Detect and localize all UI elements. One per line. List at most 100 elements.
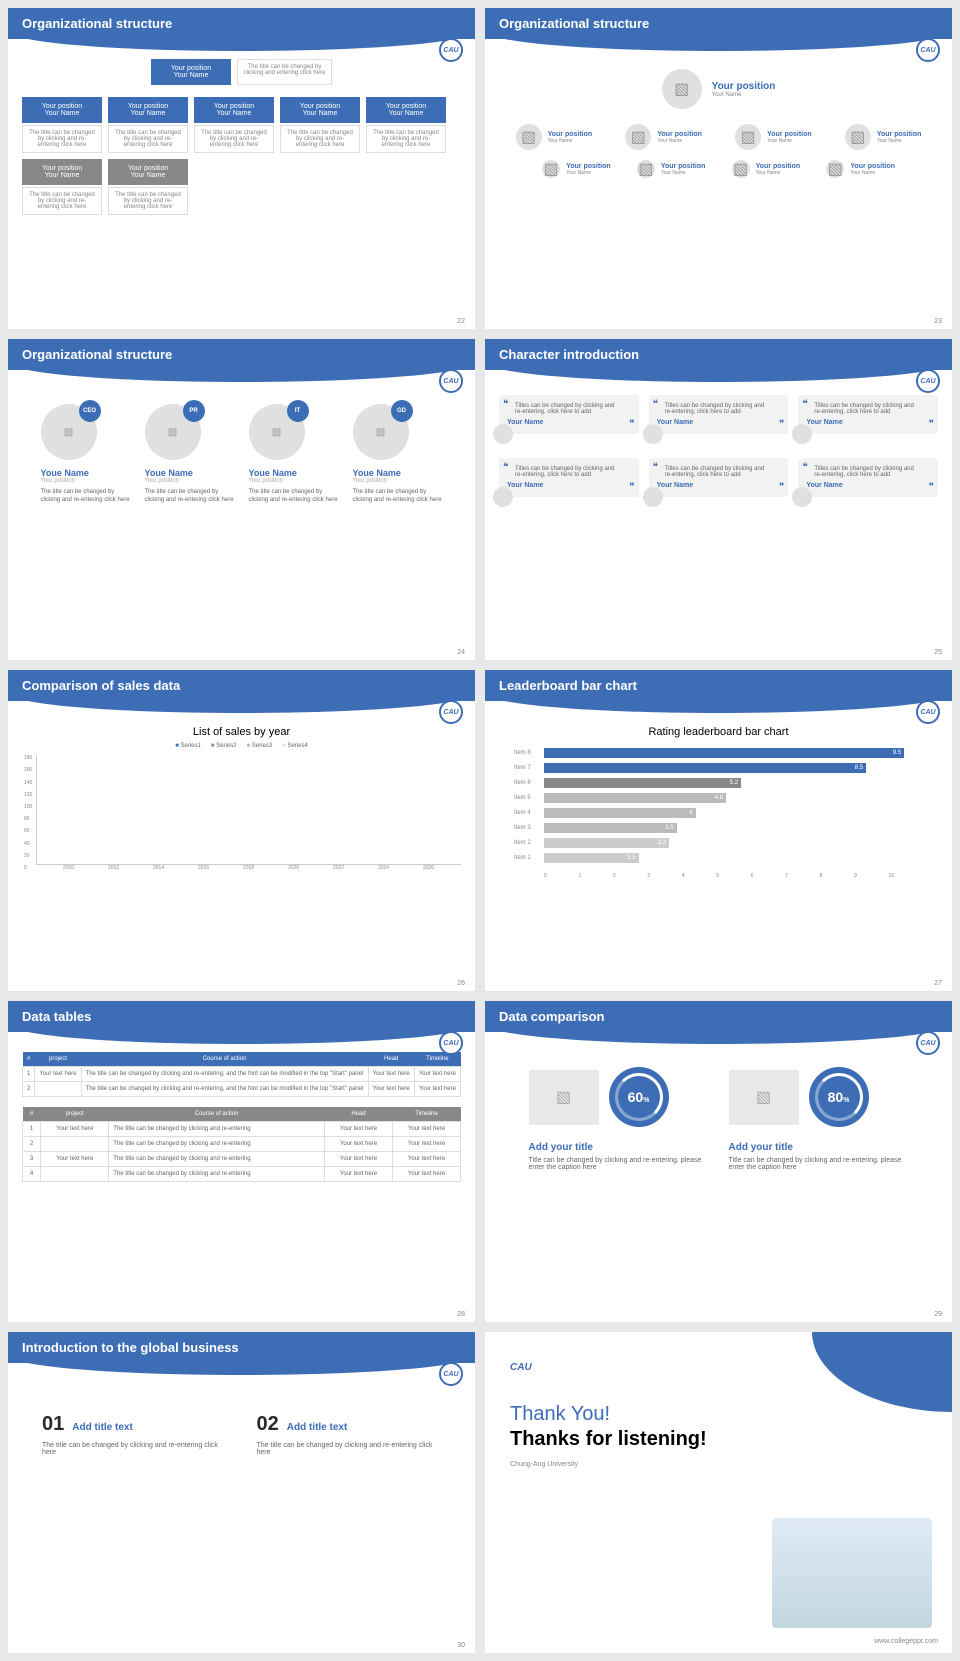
role-badge: IT: [287, 400, 309, 422]
image-placeholder-icon: ▧: [529, 1070, 599, 1125]
hbar-row: Item 65.2: [514, 778, 923, 788]
org-cell: Your positionYour NameThe title can be c…: [280, 97, 360, 153]
org-node: ▧Your positionYour Name: [516, 124, 593, 150]
avatar-icon: [493, 487, 513, 507]
page-number: 29: [934, 1311, 942, 1318]
data-table-2: #projectCourse of actionHeadTimeline1You…: [22, 1107, 461, 1182]
org-top-box: Your positionYour Name: [151, 59, 231, 85]
slide-title: Organizational structure: [485, 8, 952, 39]
slide-24: Organizational structure CAU ▧CEOYoue Na…: [8, 339, 475, 660]
chart-title: Rating leaderboard bar chart: [499, 726, 938, 738]
page-number: 25: [934, 649, 942, 656]
logo-badge: CAU: [916, 369, 940, 393]
image-placeholder-icon: ▧: [845, 124, 871, 150]
page-number: 27: [934, 980, 942, 987]
image-placeholder-icon: ▧: [542, 160, 560, 178]
logo-text: CAU: [510, 1362, 927, 1373]
logo-badge: CAU: [439, 38, 463, 62]
role-badge: PR: [183, 400, 205, 422]
comparison-card: ▧80%Add your titleTitle can be changed b…: [729, 1067, 909, 1171]
org-node: ▧Your positionYour Name: [732, 160, 801, 178]
image-placeholder-icon: ▧: [662, 69, 702, 109]
org-cell: Your positionYour NameThe title can be c…: [366, 97, 446, 153]
avatar-icon: [643, 487, 663, 507]
hbar-row: Item 44: [514, 808, 923, 818]
page-number: 26: [457, 980, 465, 987]
org-node: ▧Your positionYour Name: [625, 124, 702, 150]
chart-title: List of sales by year: [22, 726, 461, 738]
role-card: ▧PRYoue NameYour positionThe title can b…: [145, 400, 235, 505]
slide-title: Organizational structure: [8, 8, 475, 39]
org-cell: Your positionYour NameThe title can be c…: [22, 97, 102, 153]
donut-chart: 80%: [809, 1067, 869, 1127]
hbar-row: Item 12.5: [514, 853, 923, 863]
quote-card: Titles can be changed by clicking and re…: [798, 395, 938, 434]
thankyou-sub: Chung-Ang University: [510, 1461, 927, 1468]
quote-card: Titles can be changed by clicking and re…: [649, 458, 789, 497]
slide-title: Character introduction: [485, 339, 952, 370]
image-placeholder-icon: ▧: [735, 124, 761, 150]
background-image: [772, 1518, 932, 1628]
slide-25: Character introduction CAU Titles can be…: [485, 339, 952, 660]
quote-card: Titles can be changed by clicking and re…: [649, 395, 789, 434]
slide-27: Leaderboard bar chart CAU Rating leaderb…: [485, 670, 952, 991]
role-card: ▧ITYoue NameYour positionThe title can b…: [249, 400, 339, 505]
image-placeholder-icon: ▧: [729, 1070, 799, 1125]
org-cell: Your positionYour NameThe title can be c…: [22, 159, 102, 215]
logo-badge: CAU: [439, 369, 463, 393]
slide-title: Leaderboard bar chart: [485, 670, 952, 701]
org-cell: Your positionYour NameThe title can be c…: [108, 159, 188, 215]
logo-badge: CAU: [439, 1031, 463, 1055]
org-node: ▧Your positionYour Name: [637, 160, 706, 178]
quote-card: Titles can be changed by clicking and re…: [499, 395, 639, 434]
intro-item: 02Add title textThe title can be changed…: [257, 1413, 442, 1456]
slide-title: Introduction to the global business: [8, 1332, 475, 1363]
role-badge: GD: [391, 400, 413, 422]
donut-chart: 60%: [609, 1067, 669, 1127]
image-placeholder-icon: ▧: [516, 124, 542, 150]
org-cell: Your positionYour NameThe title can be c…: [108, 97, 188, 153]
slide-29: Data comparison CAU ▧60%Add your titleTi…: [485, 1001, 952, 1322]
avatar-icon: [792, 424, 812, 444]
logo-badge: CAU: [916, 38, 940, 62]
org-node: ▧Your positionYour Name: [735, 124, 812, 150]
org-node: ▧Your positionYour Name: [542, 160, 611, 178]
org-top-desc: The title can be changed by clicking and…: [237, 59, 332, 85]
slide-22: Organizational structure CAU Your positi…: [8, 8, 475, 329]
page-number: 30: [457, 1642, 465, 1649]
footer-url: www.collegeppt.com: [874, 1638, 938, 1645]
slide-title: Comparison of sales data: [8, 670, 475, 701]
quote-card: Titles can be changed by clicking and re…: [798, 458, 938, 497]
org-node: ▧Your positionYour Name: [845, 124, 922, 150]
avatar-icon: [493, 424, 513, 444]
avatar-icon: [643, 424, 663, 444]
slide-30: Introduction to the global business CAU …: [8, 1332, 475, 1653]
chart-legend: Series1Series2 Series3Series4: [22, 743, 461, 749]
hbar-chart: Item 89.5Item 78.5Item 65.2Item 54.8Item…: [499, 743, 938, 873]
comparison-card: ▧60%Add your titleTitle can be changed b…: [529, 1067, 709, 1171]
org-cell: Your positionYour NameThe title can be c…: [194, 97, 274, 153]
logo-badge: CAU: [916, 700, 940, 724]
slide-23: Organizational structure CAU ▧ Your posi…: [485, 8, 952, 329]
bar-chart: [36, 755, 461, 865]
quote-card: Titles can be changed by clicking and re…: [499, 458, 639, 497]
hbar-row: Item 89.5: [514, 748, 923, 758]
slide-title: Organizational structure: [8, 339, 475, 370]
image-placeholder-icon: ▧: [637, 160, 655, 178]
page-number: 23: [934, 318, 942, 325]
image-placeholder-icon: ▧: [625, 124, 651, 150]
page-number: 22: [457, 318, 465, 325]
thankyou-line1: Thank You!: [510, 1403, 927, 1426]
slide-thankyou: CAU Thank You! Thanks for listening! Chu…: [485, 1332, 952, 1653]
page-number: 24: [457, 649, 465, 656]
logo-badge: CAU: [916, 1031, 940, 1055]
slide-title: Data comparison: [485, 1001, 952, 1032]
hbar-row: Item 33.5: [514, 823, 923, 833]
role-card: ▧CEOYoue NameYour positionThe title can …: [41, 400, 131, 505]
slide-26: Comparison of sales data CAU List of sal…: [8, 670, 475, 991]
page-number: 28: [457, 1311, 465, 1318]
role-badge: CEO: [79, 400, 101, 422]
role-card: ▧GDYoue NameYour positionThe title can b…: [353, 400, 443, 505]
image-placeholder-icon: ▧: [826, 160, 844, 178]
image-placeholder-icon: ▧: [732, 160, 750, 178]
